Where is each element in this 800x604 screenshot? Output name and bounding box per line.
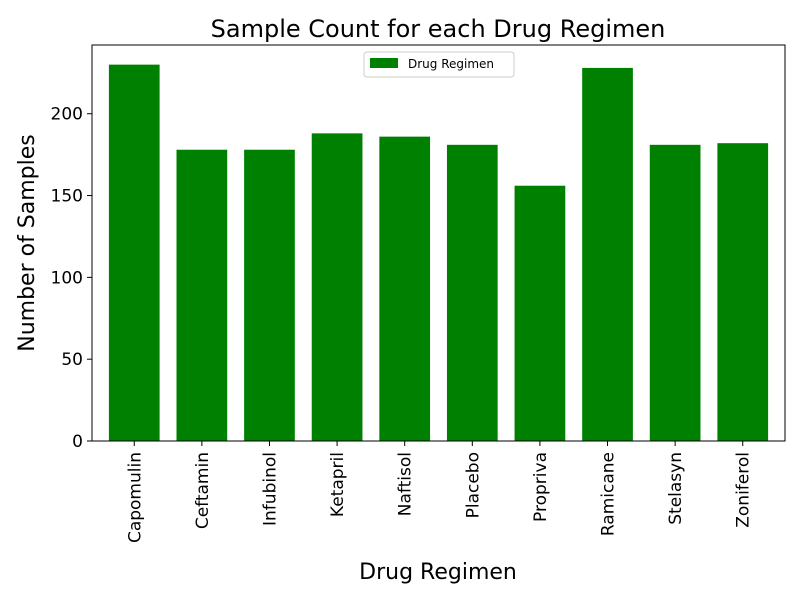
y-tick-label: 100 xyxy=(51,268,83,288)
x-tick-label: Capomulin xyxy=(125,452,145,543)
x-tick-label: Ramicane xyxy=(599,452,619,536)
x-tick-label: Placebo xyxy=(463,452,483,518)
x-tick-label: Zoniferol xyxy=(734,452,754,528)
x-tick-label: Propriva xyxy=(531,452,551,522)
chart-title: Sample Count for each Drug Regimen xyxy=(211,15,666,43)
x-tick-label: Stelasyn xyxy=(666,452,686,525)
x-tick-label: Ceftamin xyxy=(193,452,213,529)
y-tick-label: 200 xyxy=(51,105,83,125)
bar-propriva xyxy=(514,185,566,441)
legend-box xyxy=(363,51,515,78)
x-tick-label: Naftisol xyxy=(396,452,416,516)
bar-naftisol xyxy=(379,136,431,441)
bars-layer xyxy=(108,64,769,442)
x-tick-label: Ketapril xyxy=(328,452,348,517)
legend-label: Drug Regimen xyxy=(408,57,494,71)
y-tick-label: 150 xyxy=(51,187,83,207)
x-tick-label: Infubinol xyxy=(260,452,280,526)
y-tick-label: 50 xyxy=(61,350,83,370)
bar-zoniferol xyxy=(717,143,769,441)
bar-ceftamin xyxy=(176,149,228,442)
legend: Drug Regimen xyxy=(363,51,515,78)
bar-infubinol xyxy=(244,149,295,442)
bar-placebo xyxy=(446,144,498,441)
legend-swatch xyxy=(370,58,398,68)
y-axis-label: Number of Samples xyxy=(15,134,40,352)
ticks-layer: Capomulin Ceftamin Infubinol Ketapril Naftis… xyxy=(51,105,754,543)
bar-ramicane xyxy=(582,67,633,441)
bar-ketapril xyxy=(311,133,363,442)
x-axis-label: Drug Regimen xyxy=(359,560,517,585)
plot-frame xyxy=(91,44,786,442)
bar-capomulin xyxy=(108,64,160,441)
bar-stelasyn xyxy=(649,144,701,441)
y-tick-label: 0 xyxy=(72,432,83,452)
